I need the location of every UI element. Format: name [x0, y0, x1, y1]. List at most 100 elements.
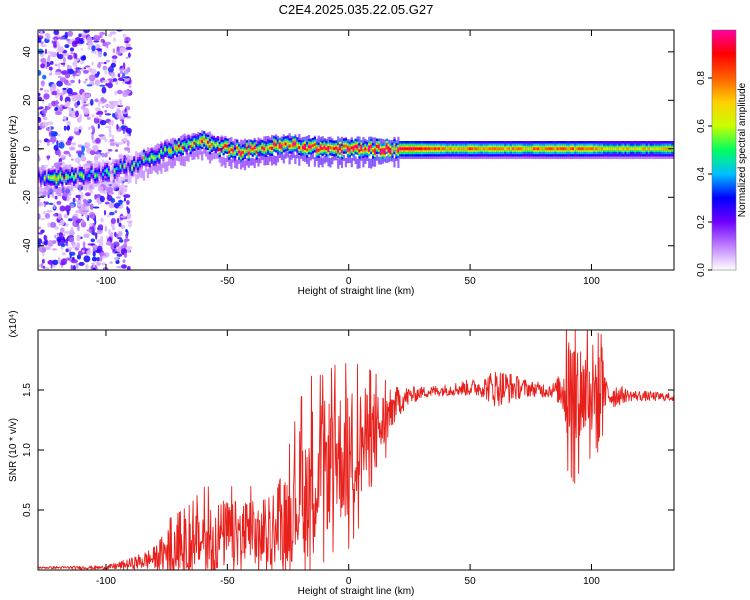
spectrogram-halo-cell	[195, 149, 198, 157]
spectrogram-noise-cell	[38, 107, 42, 110]
colorbar-frame	[711, 29, 737, 271]
spectrogram-ridge-cell	[255, 150, 258, 154]
spectrogram-noise-cell	[113, 37, 116, 42]
spectrogram-noise-cell	[69, 146, 76, 151]
spectrogram-ridge-cell	[208, 145, 212, 148]
spectrogram-noise-cell	[104, 201, 110, 205]
spectrogram-ridge-cell	[90, 170, 93, 173]
spectrogram-noise-cell	[75, 66, 78, 74]
spectrogram-y-tick-label: 40	[22, 46, 33, 58]
spectrogram-ridge-cell	[492, 147, 495, 151]
spectrogram-noise-cell	[40, 44, 47, 47]
spectrogram-ridge-cell	[665, 147, 668, 151]
spectrogram-noise-cell	[86, 84, 93, 87]
spectrogram-noise-cell	[56, 88, 60, 96]
spectrogram-noise-cell	[38, 232, 43, 235]
spectrogram-noise-cell	[97, 224, 104, 229]
spectrogram-ridge-cell	[92, 175, 95, 178]
spectrogram-noise-cell	[104, 110, 107, 113]
spectrogram-noise-cell	[88, 67, 93, 72]
spectrogram-halo-cell	[263, 156, 266, 166]
spectrogram-noise-cell	[46, 141, 50, 146]
spectrogram-ridge-cell	[175, 147, 179, 151]
spectrogram-ridge-cell	[78, 173, 81, 176]
spectrogram-noise-cell	[107, 149, 113, 152]
spectrogram-ridge-cell	[88, 174, 91, 177]
spectrogram-noise-cell	[76, 234, 81, 242]
spectrogram-noise-cell	[43, 89, 50, 93]
spectrogram-ridge-cell	[542, 147, 546, 151]
spectrogram-halo-cell	[146, 168, 149, 179]
spectrogram-ridge-cell	[587, 147, 590, 151]
spectrogram-halo-cell	[216, 152, 219, 159]
spectrogram-ridge-cell	[591, 147, 594, 151]
spectrogram-halo-cell	[203, 147, 206, 154]
spectrogram-halo-cell	[80, 180, 83, 187]
spectrogram-noise-cell	[65, 141, 72, 146]
spectrogram-noise-cell	[76, 43, 82, 46]
spectrogram-halo-cell	[152, 163, 155, 171]
spectrogram-ridge-cell	[247, 151, 250, 155]
spectrogram-noise-cell	[95, 137, 101, 144]
spectrogram-ridge-cell	[574, 147, 577, 151]
spectrogram-halo-cell	[329, 158, 332, 168]
spectrogram-halo-cell	[160, 163, 163, 174]
spectrogram-noise-cell	[44, 239, 49, 246]
spectrogram-ridge-cell	[346, 147, 349, 151]
spectrogram-halo-cell	[88, 182, 91, 192]
spectrogram-noise-cell	[97, 51, 103, 58]
spectrogram-noise-cell	[86, 249, 92, 256]
spectrogram-halo-cell	[224, 158, 227, 168]
spectrogram-halo-cell	[111, 180, 114, 191]
spectrogram-noise-cell	[99, 255, 103, 262]
spectrogram-ridge-cell	[352, 147, 355, 151]
spectrogram-x-tick-label: 0	[346, 276, 352, 287]
spectrogram-noise-cell	[60, 258, 68, 265]
spectrogram-noise-cell	[92, 244, 98, 249]
spectrogram-halo-cell	[397, 158, 400, 168]
spectrogram-ridge-cell	[513, 147, 516, 151]
spectrogram-ridge-cell	[280, 145, 283, 149]
spectrogram-halo-cell	[247, 139, 250, 148]
spectrogram-noise-cell	[124, 197, 126, 202]
spectrogram-noise-cell	[91, 62, 94, 66]
spectrogram-noise-cell	[63, 150, 70, 155]
spectrogram-halo-cell	[65, 186, 68, 197]
colorbar-tick-label: 0.4	[696, 167, 707, 181]
spectrogram-ridge-cell	[73, 176, 76, 180]
colorbar-title: Normalized spectral amplitude	[737, 82, 748, 217]
spectrogram-halo-cell	[181, 156, 184, 166]
spectrogram-ridge-cell	[205, 140, 208, 144]
spectrogram-ridge-cell	[296, 143, 299, 147]
spectrogram-halo-cell	[274, 156, 278, 166]
spectrogram-noise-cell	[114, 256, 119, 261]
snr-y-tick-label: 1.5	[22, 383, 33, 397]
spectrogram-ridge-cell	[273, 142, 276, 146]
spectrogram-noise-cell	[109, 31, 117, 35]
spectrogram-halo-cell	[377, 156, 380, 165]
spectrogram-halo-cell	[88, 162, 91, 172]
spectrogram-halo-cell	[315, 138, 318, 146]
spectrogram-noise-cell	[120, 224, 126, 229]
spectrogram-noise-cell	[124, 187, 128, 193]
spectrogram-ridge-cell	[71, 173, 74, 177]
spectrogram-noise-cell	[57, 75, 62, 78]
spectrogram-noise-cell	[47, 194, 50, 199]
spectrogram-ridge-cell	[236, 146, 239, 150]
spectrogram-halo-cell	[263, 136, 266, 146]
spectrogram-noise-cell	[118, 155, 125, 158]
spectrogram-noise-cell	[103, 61, 107, 65]
spectrogram-ridge-cell	[620, 147, 623, 151]
spectrogram-ridge-cell	[616, 147, 619, 151]
spectrogram-ridge-cell	[203, 137, 206, 141]
spectrogram-noise-cell	[85, 142, 91, 147]
spectrogram-halo-cell	[323, 155, 326, 164]
spectrogram-ridge-cell	[581, 147, 584, 151]
spectrogram-noise-cell	[78, 33, 82, 38]
spectrogram-ridge-cell	[80, 173, 83, 177]
snr-x-tick-label: -50	[220, 576, 235, 587]
spectrogram-halo-cell	[269, 154, 272, 162]
spectrogram-noise-cell	[116, 108, 120, 114]
spectrogram-noise-cell	[107, 82, 113, 89]
spectrogram-ridge-cell	[634, 147, 637, 151]
